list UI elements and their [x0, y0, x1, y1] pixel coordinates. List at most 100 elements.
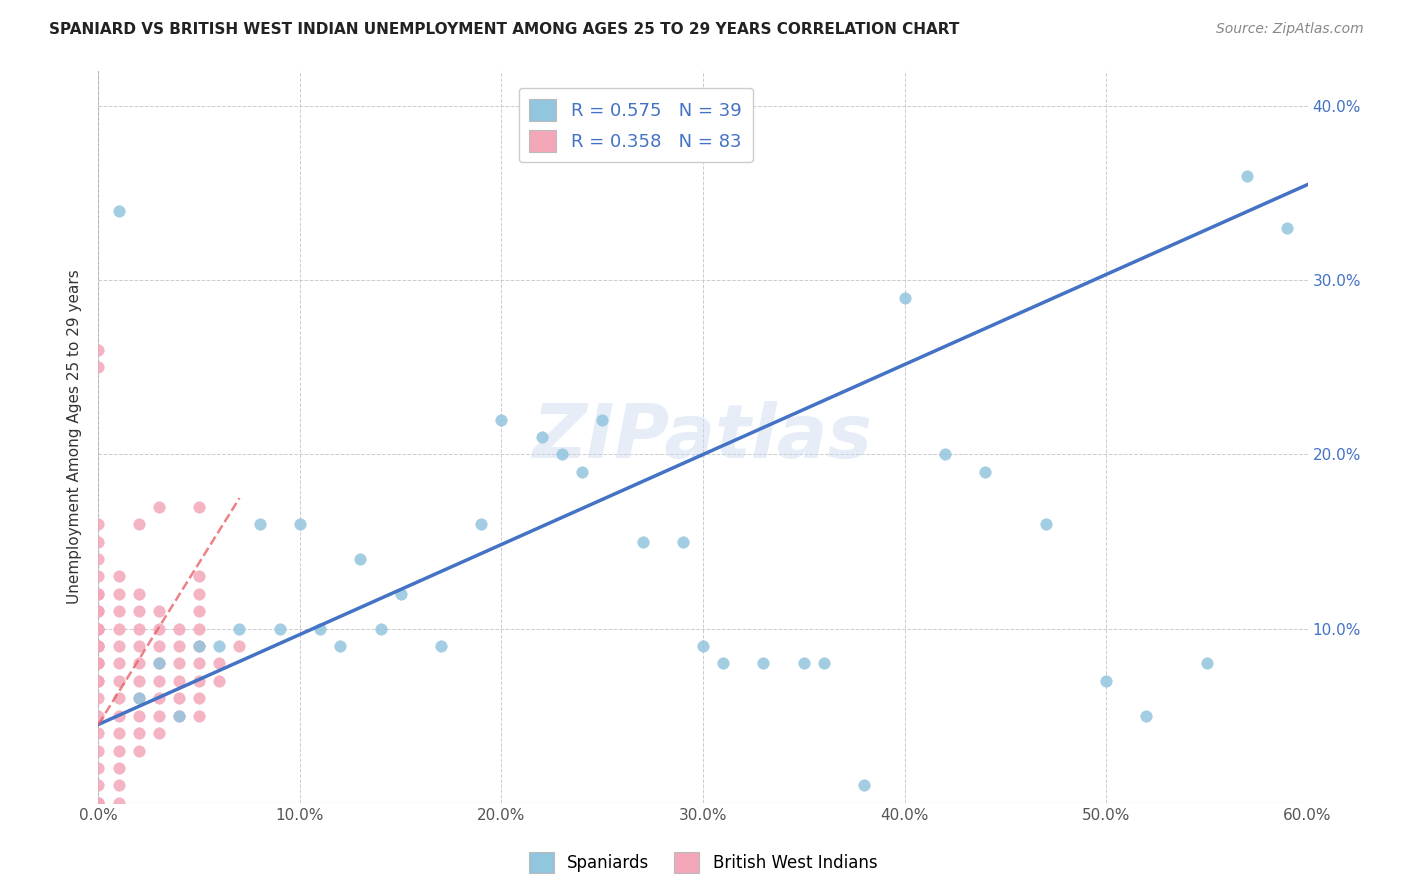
Point [167, 691, 190, 706]
Point [893, 291, 915, 305]
Text: SPANIARD VS BRITISH WEST INDIAN UNEMPLOYMENT AMONG AGES 25 TO 29 YEARS CORRELATI: SPANIARD VS BRITISH WEST INDIAN UNEMPLOY… [49, 22, 959, 37]
Point [87, 691, 110, 706]
Point [1236, 169, 1258, 183]
Point [188, 673, 211, 688]
Point [107, 796, 129, 810]
Legend: R = 0.575   N = 39, R = 0.358   N = 83: R = 0.575 N = 39, R = 0.358 N = 83 [519, 87, 752, 162]
Point [128, 517, 150, 532]
Point [228, 639, 250, 653]
Point [692, 639, 714, 653]
Point [813, 657, 835, 671]
Point [148, 604, 170, 618]
Point [430, 639, 453, 653]
Point [87, 796, 110, 810]
Point [87, 743, 110, 757]
Point [128, 622, 150, 636]
Point [87, 639, 110, 653]
Point [107, 622, 129, 636]
Point [87, 587, 110, 601]
Point [128, 639, 150, 653]
Point [672, 534, 695, 549]
Point [128, 587, 150, 601]
Point [107, 639, 129, 653]
Point [1195, 657, 1218, 671]
Legend: Spaniards, British West Indians: Spaniards, British West Indians [522, 846, 884, 880]
Point [571, 465, 593, 479]
Point [87, 796, 110, 810]
Point [167, 657, 190, 671]
Point [107, 604, 129, 618]
Point [1095, 673, 1118, 688]
Point [288, 517, 311, 532]
Text: Source: ZipAtlas.com: Source: ZipAtlas.com [1216, 22, 1364, 37]
Point [551, 448, 574, 462]
Point [470, 517, 492, 532]
Point [87, 639, 110, 653]
Point [167, 673, 190, 688]
Point [128, 604, 150, 618]
Point [349, 552, 371, 566]
Point [107, 778, 129, 792]
Point [208, 657, 231, 671]
Y-axis label: Unemployment Among Ages 25 to 29 years: Unemployment Among Ages 25 to 29 years [67, 269, 83, 605]
Point [934, 448, 956, 462]
Point [389, 587, 412, 601]
Point [1035, 517, 1057, 532]
Point [87, 552, 110, 566]
Point [711, 657, 734, 671]
Point [128, 726, 150, 740]
Point [87, 622, 110, 636]
Point [128, 673, 150, 688]
Point [87, 673, 110, 688]
Point [107, 726, 129, 740]
Point [107, 708, 129, 723]
Point [167, 622, 190, 636]
Point [148, 622, 170, 636]
Point [148, 657, 170, 671]
Point [188, 622, 211, 636]
Point [87, 604, 110, 618]
Point [148, 691, 170, 706]
Point [107, 657, 129, 671]
Point [128, 657, 150, 671]
Point [188, 500, 211, 514]
Point [148, 500, 170, 514]
Text: ZIPatlas: ZIPatlas [533, 401, 873, 474]
Point [148, 726, 170, 740]
Point [370, 622, 392, 636]
Point [107, 761, 129, 775]
Point [87, 761, 110, 775]
Point [107, 673, 129, 688]
Point [107, 569, 129, 583]
Point [87, 726, 110, 740]
Point [491, 412, 513, 426]
Point [87, 639, 110, 653]
Point [974, 465, 997, 479]
Point [107, 743, 129, 757]
Point [167, 708, 190, 723]
Point [87, 604, 110, 618]
Point [249, 517, 271, 532]
Point [631, 534, 654, 549]
Point [1277, 221, 1299, 235]
Point [188, 657, 211, 671]
Point [188, 691, 211, 706]
Point [1135, 708, 1157, 723]
Point [107, 587, 129, 601]
Point [87, 657, 110, 671]
Point [208, 639, 231, 653]
Point [148, 708, 170, 723]
Point [188, 569, 211, 583]
Point [148, 657, 170, 671]
Point [853, 778, 876, 792]
Point [87, 657, 110, 671]
Point [208, 673, 231, 688]
Point [87, 708, 110, 723]
Point [148, 639, 170, 653]
Point [167, 708, 190, 723]
Point [87, 657, 110, 671]
Point [188, 639, 211, 653]
Point [128, 691, 150, 706]
Point [107, 203, 129, 218]
Point [87, 343, 110, 357]
